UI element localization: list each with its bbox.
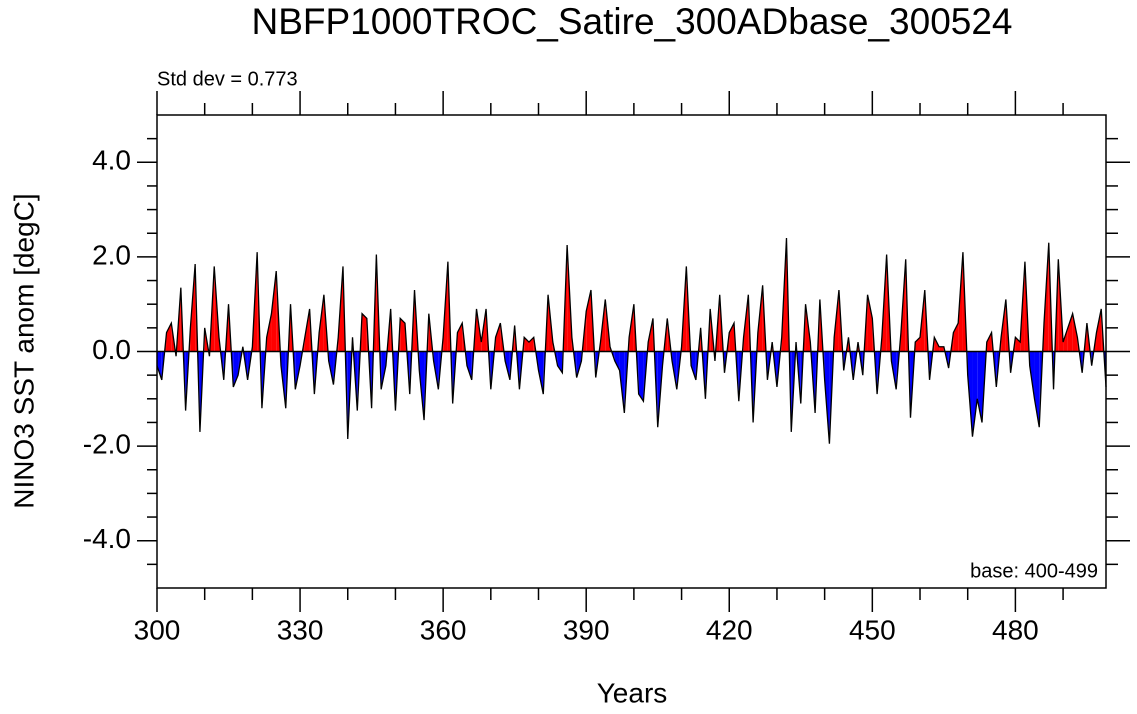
x-tick-label: 300	[134, 614, 181, 645]
x-axis-label: Years	[597, 677, 668, 708]
area-fill	[977, 351, 983, 423]
area-fill	[157, 351, 162, 380]
y-tick-label: 2.0	[92, 239, 131, 270]
area-fill	[538, 351, 544, 395]
x-tick-label: 330	[277, 614, 324, 645]
x-tick-label: 360	[420, 614, 467, 645]
area-fill	[1063, 327, 1068, 352]
area-fill	[524, 337, 529, 352]
area-fill	[638, 351, 644, 402]
series-line	[156, 237, 1107, 444]
annotation: base: 400-499	[970, 560, 1098, 582]
area-fill	[1034, 351, 1040, 428]
area-fill	[915, 337, 921, 352]
area-fill	[400, 318, 405, 352]
area-fill	[557, 351, 563, 373]
area-fill	[691, 351, 696, 380]
area-fill	[867, 294, 873, 352]
area-fill	[729, 323, 735, 352]
area-fill	[953, 323, 959, 352]
area-fill	[233, 351, 239, 387]
chart-title: NBFP1000TROC_Satire_300ADbase_300524	[251, 1, 1012, 42]
area-fill	[576, 351, 582, 378]
area-fill	[939, 346, 944, 352]
area-fill	[495, 323, 501, 352]
x-tick-label: 420	[706, 614, 753, 645]
area-fill	[457, 323, 463, 352]
area-fill	[1067, 313, 1073, 352]
y-axis-label: NINO3 SST anom [degC]	[8, 193, 39, 508]
y-tick-label: -2.0	[83, 428, 131, 459]
area-fill	[972, 351, 978, 437]
y-tick-label: 0.0	[92, 334, 131, 365]
annotation: Std dev = 0.773	[157, 68, 298, 90]
area-fill	[614, 351, 620, 371]
area-fill	[266, 313, 272, 352]
y-tick-label: 4.0	[92, 145, 131, 176]
x-tick-label: 390	[563, 614, 610, 645]
area-fill	[466, 351, 472, 380]
x-tick-label: 480	[992, 614, 1039, 645]
area-fill	[295, 351, 301, 390]
area-fill	[381, 351, 386, 390]
area-fill	[1096, 308, 1102, 352]
x-tick-label: 450	[849, 614, 896, 645]
area-fill	[362, 313, 367, 352]
area-fill	[986, 332, 992, 352]
area-fill	[786, 237, 790, 352]
area-fill	[1072, 313, 1078, 352]
y-tick-label: -4.0	[83, 523, 131, 554]
area-fill	[528, 337, 534, 352]
area-fill	[271, 271, 277, 352]
area-fill	[1015, 337, 1021, 352]
area-fill	[586, 290, 591, 352]
